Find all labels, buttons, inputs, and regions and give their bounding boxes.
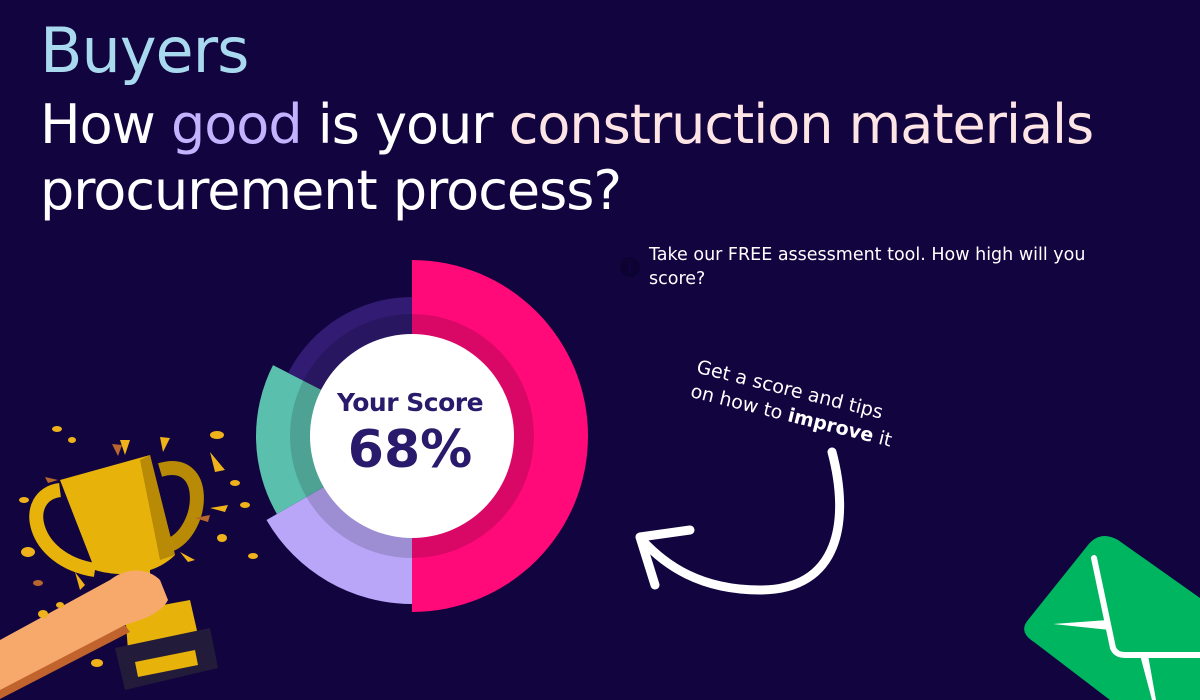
score-donut: [255, 260, 588, 612]
donut-segment-teal: [255, 365, 326, 514]
curved-arrow-icon: [635, 447, 845, 595]
headline-text: is your: [301, 93, 509, 156]
headline: How good is your construction materials …: [40, 92, 1200, 224]
donut-segment-pink: [412, 260, 588, 612]
donut-segment-lavender: [266, 486, 412, 604]
tagline: Take our FREE assessment tool. How high …: [649, 245, 1086, 289]
score-value: 68%: [347, 420, 473, 480]
headline-text: How: [40, 93, 171, 156]
info-icon: i: [620, 257, 640, 277]
envelope-icon: [1024, 536, 1200, 700]
donut-segment-dark-purple: [288, 297, 412, 391]
score-label: Your Score: [336, 388, 484, 417]
score-center-circle: [310, 334, 514, 538]
headline-highlight-materials: construction materials: [508, 93, 1094, 156]
headline-text: procurement process?: [40, 159, 622, 222]
trophy-illustration: [0, 426, 258, 699]
kicker-title: Buyers: [40, 14, 249, 87]
headline-highlight-good: good: [170, 93, 303, 156]
